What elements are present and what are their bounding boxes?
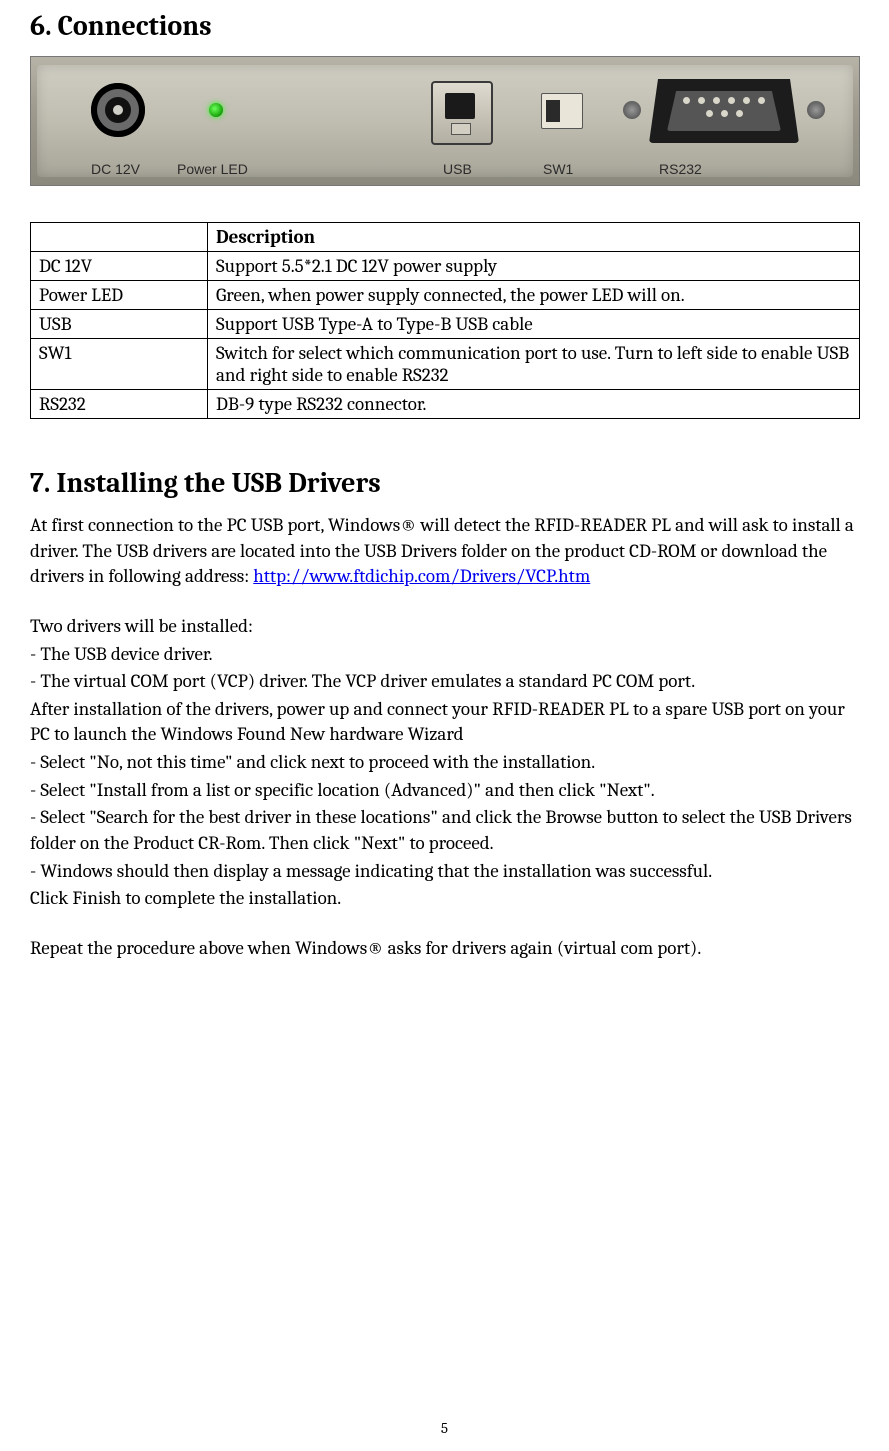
photo-label-usb: USB xyxy=(443,161,472,177)
page: 6. Connections DC 12V Power LED USB SW1 … xyxy=(0,0,889,1451)
table-cell-desc: Switch for select which communication po… xyxy=(208,339,860,390)
table-header-blank xyxy=(31,223,208,252)
table-row: USB Support USB Type-A to Type-B USB cab… xyxy=(31,310,860,339)
table-cell-desc: Support USB Type-A to Type-B USB cable xyxy=(208,310,860,339)
body-line: Click Finish to complete the installatio… xyxy=(30,886,859,912)
driver-link[interactable]: http://www.ftdichip.com/Drivers/VCP.htm xyxy=(253,565,590,587)
body-line: - Select "Install from a list or specifi… xyxy=(30,778,859,804)
table-row: DC 12V Support 5.5*2.1 DC 12V power supp… xyxy=(31,252,860,281)
table-cell-key: Power LED xyxy=(31,281,208,310)
section6-heading: 6. Connections xyxy=(30,10,859,42)
power-led-icon xyxy=(209,103,223,117)
photo-label-sw1: SW1 xyxy=(543,161,573,177)
table-row: SW1 Switch for select which communicatio… xyxy=(31,339,860,390)
dc-jack-icon xyxy=(91,83,145,137)
body-line: - The USB device driver. xyxy=(30,642,859,668)
table-header-desc: Description xyxy=(208,223,860,252)
table-cell-desc: DB-9 type RS232 connector. xyxy=(208,390,860,419)
photo-label-rs232: RS232 xyxy=(659,161,702,177)
sw1-switch-icon xyxy=(541,93,583,129)
table-cell-key: RS232 xyxy=(31,390,208,419)
section7-heading: 7. Installing the USB Drivers xyxy=(30,467,859,499)
body-line: - Windows should then display a message … xyxy=(30,859,859,885)
db9-screw-left-icon xyxy=(623,101,641,119)
body-line: - Select "No, not this time" and click n… xyxy=(30,750,859,776)
table-cell-desc: Green, when power supply connected, the … xyxy=(208,281,860,310)
connections-table: Description DC 12V Support 5.5*2.1 DC 12… xyxy=(30,222,860,419)
table-cell-desc: Support 5.5*2.1 DC 12V power supply xyxy=(208,252,860,281)
db9-screw-right-icon xyxy=(807,101,825,119)
db9-pins-icon xyxy=(677,97,771,117)
table-row: Power LED Green, when power supply conne… xyxy=(31,281,860,310)
table-cell-key: DC 12V xyxy=(31,252,208,281)
page-number: 5 xyxy=(0,1419,889,1437)
body-line: - The virtual COM port (VCP) driver. The… xyxy=(30,669,859,695)
body-line: Two drivers will be installed: xyxy=(30,614,859,640)
repeat-paragraph: Repeat the procedure above when Windows®… xyxy=(30,936,859,962)
body-line: After installation of the drivers, power… xyxy=(30,697,859,748)
usb-port-icon xyxy=(431,81,493,145)
photo-label-dc: DC 12V xyxy=(91,161,140,177)
photo-label-led: Power LED xyxy=(177,161,248,177)
section7-body: At first connection to the PC USB port, … xyxy=(30,513,859,962)
table-header-row: Description xyxy=(31,223,860,252)
table-cell-key: SW1 xyxy=(31,339,208,390)
body-line: - Select "Search for the best driver in … xyxy=(30,805,859,856)
section7: 7. Installing the USB Drivers At first c… xyxy=(30,467,859,962)
connections-photo: DC 12V Power LED USB SW1 RS232 xyxy=(30,56,860,186)
table-cell-key: USB xyxy=(31,310,208,339)
intro-paragraph: At first connection to the PC USB port, … xyxy=(30,513,859,590)
table-row: RS232 DB-9 type RS232 connector. xyxy=(31,390,860,419)
